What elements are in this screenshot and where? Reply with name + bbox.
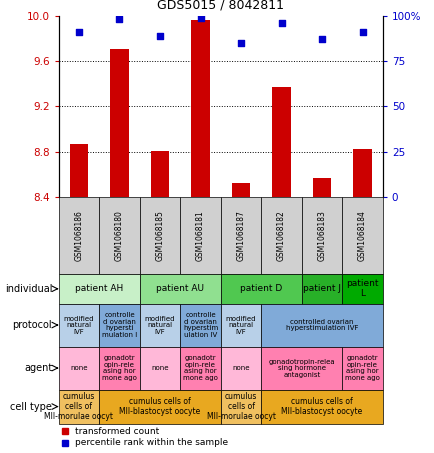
Text: cumulus cells of
MII-blastocyst oocyte: cumulus cells of MII-blastocyst oocyte bbox=[281, 397, 362, 416]
Bar bbox=[191, 20, 209, 197]
Bar bbox=[231, 183, 250, 197]
Text: percentile rank within the sample: percentile rank within the sample bbox=[75, 439, 227, 447]
FancyBboxPatch shape bbox=[59, 197, 99, 274]
FancyBboxPatch shape bbox=[301, 197, 342, 274]
FancyBboxPatch shape bbox=[139, 197, 180, 274]
Text: cumulus cells of
MII-blastocyst oocyte: cumulus cells of MII-blastocyst oocyte bbox=[119, 397, 200, 416]
FancyBboxPatch shape bbox=[261, 347, 342, 390]
Text: patient D: patient D bbox=[240, 284, 282, 293]
Text: GSM1068181: GSM1068181 bbox=[196, 210, 204, 261]
Text: none: none bbox=[70, 365, 88, 371]
FancyBboxPatch shape bbox=[139, 347, 180, 390]
Text: GSM1068187: GSM1068187 bbox=[236, 210, 245, 261]
FancyBboxPatch shape bbox=[342, 197, 382, 274]
Text: none: none bbox=[151, 365, 168, 371]
Bar bbox=[312, 178, 330, 197]
FancyBboxPatch shape bbox=[220, 390, 261, 424]
Text: gonadotr
opin-rele
asing hor
mone ago: gonadotr opin-rele asing hor mone ago bbox=[183, 355, 217, 381]
Bar bbox=[352, 149, 371, 197]
FancyBboxPatch shape bbox=[220, 304, 261, 347]
Text: cell type: cell type bbox=[10, 401, 52, 412]
Text: modified
natural
IVF: modified natural IVF bbox=[225, 316, 256, 334]
Bar bbox=[151, 150, 169, 197]
Point bbox=[237, 39, 244, 47]
Text: patient J: patient J bbox=[302, 284, 340, 293]
Text: controlled ovarian
hyperstimulation IVF: controlled ovarian hyperstimulation IVF bbox=[285, 319, 358, 331]
FancyBboxPatch shape bbox=[261, 390, 382, 424]
FancyBboxPatch shape bbox=[59, 304, 99, 347]
FancyBboxPatch shape bbox=[220, 347, 261, 390]
Text: controlle
d ovarian
hypersti
mulation I: controlle d ovarian hypersti mulation I bbox=[102, 312, 137, 338]
Point bbox=[116, 16, 123, 23]
Point bbox=[156, 32, 163, 39]
Bar bbox=[272, 87, 290, 197]
Text: modified
natural
IVF: modified natural IVF bbox=[64, 316, 94, 334]
Text: GSM1068185: GSM1068185 bbox=[155, 210, 164, 261]
Text: protocol: protocol bbox=[13, 320, 52, 330]
Text: GSM1068184: GSM1068184 bbox=[357, 210, 366, 261]
Point bbox=[318, 36, 325, 43]
FancyBboxPatch shape bbox=[342, 274, 382, 304]
Text: cumulus
cells of
MII-morulae oocyt: cumulus cells of MII-morulae oocyt bbox=[44, 392, 113, 421]
Text: patient AH: patient AH bbox=[75, 284, 123, 293]
Text: patient
L: patient L bbox=[345, 280, 378, 298]
Text: cumulus
cells of
MII-morulae oocyt: cumulus cells of MII-morulae oocyt bbox=[206, 392, 275, 421]
FancyBboxPatch shape bbox=[99, 197, 139, 274]
Point bbox=[197, 14, 204, 21]
Text: individual: individual bbox=[5, 284, 52, 294]
Text: none: none bbox=[232, 365, 249, 371]
Text: GSM1068182: GSM1068182 bbox=[276, 210, 286, 261]
FancyBboxPatch shape bbox=[139, 274, 220, 304]
Text: agent: agent bbox=[24, 363, 52, 373]
Point bbox=[76, 29, 82, 36]
FancyBboxPatch shape bbox=[220, 274, 301, 304]
Point bbox=[277, 19, 284, 27]
Point bbox=[358, 29, 365, 36]
Text: GSM1068180: GSM1068180 bbox=[115, 210, 124, 261]
FancyBboxPatch shape bbox=[139, 304, 180, 347]
FancyBboxPatch shape bbox=[99, 347, 139, 390]
FancyBboxPatch shape bbox=[180, 304, 220, 347]
Text: GSM1068186: GSM1068186 bbox=[74, 210, 83, 261]
Text: transformed count: transformed count bbox=[75, 427, 159, 436]
Text: gonadotr
opin-rele
asing hor
mone ago: gonadotr opin-rele asing hor mone ago bbox=[102, 355, 137, 381]
FancyBboxPatch shape bbox=[99, 304, 139, 347]
Text: controlle
d ovarian
hyperstim
ulation IV: controlle d ovarian hyperstim ulation IV bbox=[182, 312, 217, 338]
FancyBboxPatch shape bbox=[220, 197, 261, 274]
Bar bbox=[70, 144, 88, 197]
Text: patient AU: patient AU bbox=[156, 284, 204, 293]
Text: gonadotropin-relea
sing hormone
antagonist: gonadotropin-relea sing hormone antagoni… bbox=[268, 359, 334, 377]
FancyBboxPatch shape bbox=[59, 274, 139, 304]
Title: GDS5015 / 8042811: GDS5015 / 8042811 bbox=[157, 0, 283, 12]
FancyBboxPatch shape bbox=[59, 347, 99, 390]
Text: GSM1068183: GSM1068183 bbox=[317, 210, 326, 261]
FancyBboxPatch shape bbox=[261, 197, 301, 274]
FancyBboxPatch shape bbox=[301, 274, 342, 304]
FancyBboxPatch shape bbox=[180, 197, 220, 274]
FancyBboxPatch shape bbox=[261, 304, 382, 347]
FancyBboxPatch shape bbox=[59, 390, 99, 424]
Text: gonadotr
opin-rele
asing hor
mone ago: gonadotr opin-rele asing hor mone ago bbox=[344, 355, 379, 381]
FancyBboxPatch shape bbox=[180, 347, 220, 390]
FancyBboxPatch shape bbox=[342, 347, 382, 390]
FancyBboxPatch shape bbox=[99, 390, 220, 424]
Bar bbox=[110, 48, 128, 197]
Text: modified
natural
IVF: modified natural IVF bbox=[145, 316, 175, 334]
